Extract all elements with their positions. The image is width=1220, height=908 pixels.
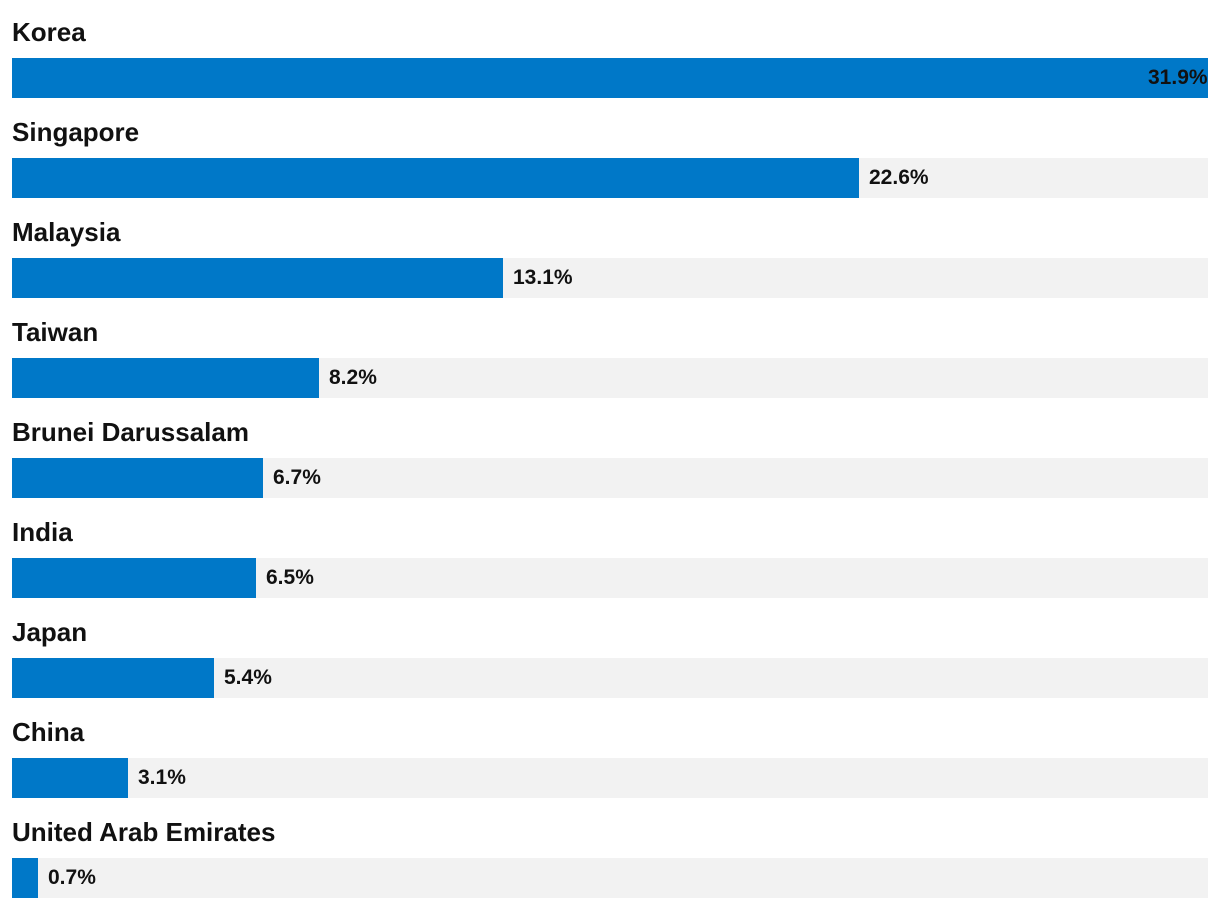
category-label: Singapore	[12, 117, 140, 147]
bar-row: India 6.5%	[12, 500, 1208, 600]
bar-track: 0.7%	[12, 858, 1208, 898]
bar-row: Japan 5.4%	[12, 600, 1208, 700]
bar-track: 5.4%	[12, 658, 1208, 698]
bar	[12, 658, 214, 698]
value-label: 8.2%	[329, 366, 377, 389]
bar-track: 13.1%	[12, 258, 1208, 298]
category-label: Brunei Darussalam	[12, 417, 249, 447]
value-label: 6.7%	[273, 466, 321, 489]
bar	[12, 358, 319, 398]
bar-track: 22.6%	[12, 158, 1208, 198]
value-label: 6.5%	[266, 566, 314, 589]
bar-track: 31.9%	[12, 58, 1208, 98]
bar-row: Korea 31.9%	[12, 0, 1208, 100]
category-label: United Arab Emirates	[12, 817, 276, 847]
value-label: 22.6%	[869, 166, 929, 189]
value-label: 0.7%	[48, 866, 96, 889]
bar-row: Malaysia 13.1%	[12, 200, 1208, 300]
bar-row: China 3.1%	[12, 700, 1208, 800]
category-label: China	[12, 717, 85, 747]
bar-row: United Arab Emirates 0.7%	[12, 800, 1208, 900]
bar	[12, 858, 38, 898]
bar	[12, 158, 859, 198]
bar-row: Brunei Darussalam 6.7%	[12, 400, 1208, 500]
bar	[12, 458, 263, 498]
bar-track: 6.5%	[12, 558, 1208, 598]
bar-track: 8.2%	[12, 358, 1208, 398]
value-label: 31.9%	[1148, 66, 1208, 89]
bar-track: 3.1%	[12, 758, 1208, 798]
bar	[12, 58, 1208, 98]
value-label: 5.4%	[224, 666, 272, 689]
bar	[12, 258, 503, 298]
value-label: 13.1%	[513, 266, 573, 289]
bar-row: Taiwan 8.2%	[12, 300, 1208, 400]
category-label: Japan	[12, 617, 88, 647]
bar-row: Singapore 22.6%	[12, 100, 1208, 200]
bar	[12, 558, 256, 598]
category-label: India	[12, 517, 73, 547]
category-label: Korea	[12, 17, 86, 47]
category-label: Malaysia	[12, 217, 121, 247]
bar-track: 6.7%	[12, 458, 1208, 498]
category-label: Taiwan	[12, 317, 99, 347]
bar	[12, 758, 128, 798]
value-label: 3.1%	[138, 766, 186, 789]
